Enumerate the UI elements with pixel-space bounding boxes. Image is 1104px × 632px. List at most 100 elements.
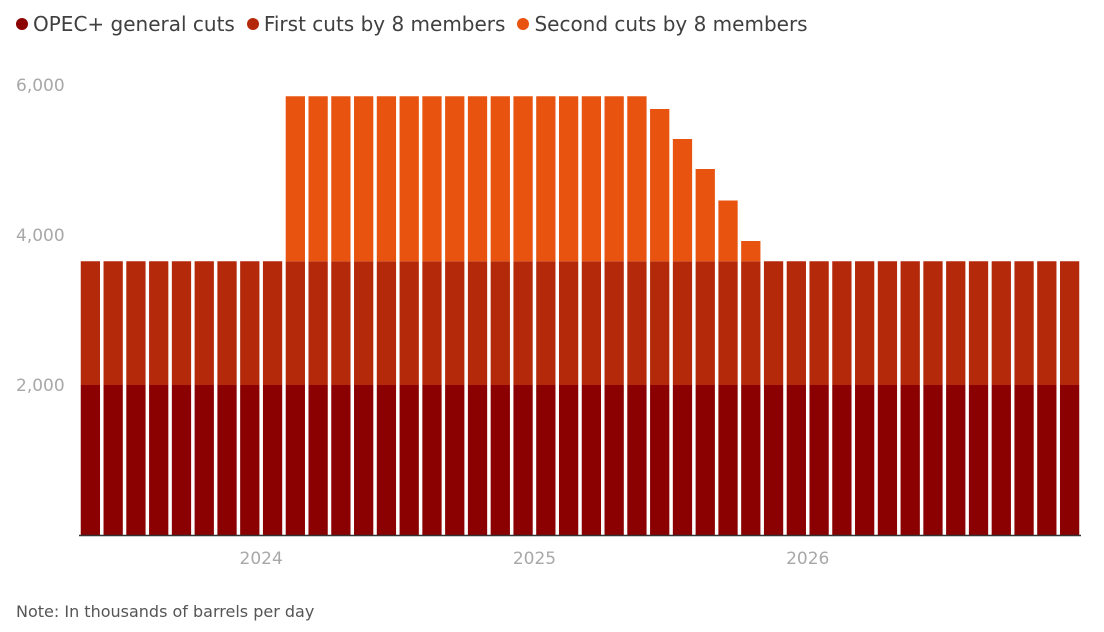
bar-segment[interactable] (80, 261, 101, 385)
bar-segment[interactable] (126, 261, 146, 385)
bar-segment[interactable] (422, 96, 442, 262)
bar-segment[interactable] (467, 385, 488, 535)
bar-segment[interactable] (946, 261, 966, 385)
bar-segment[interactable] (809, 261, 829, 385)
bar-segment[interactable] (217, 261, 237, 385)
bar-segment[interactable] (376, 261, 397, 385)
bar-segment[interactable] (991, 385, 1011, 535)
bar-segment[interactable] (695, 385, 715, 535)
bar-segment[interactable] (308, 96, 328, 262)
bar-segment[interactable] (467, 96, 488, 262)
bar-segment[interactable] (194, 385, 214, 535)
bar-segment[interactable] (900, 261, 920, 385)
bar-segment[interactable] (741, 385, 761, 535)
bar-segment[interactable] (467, 261, 488, 385)
bar-segment[interactable] (354, 96, 374, 262)
bar-segment[interactable] (718, 261, 738, 385)
legend-item-opec-general[interactable]: OPEC+ general cuts (16, 12, 235, 36)
bar-segment[interactable] (194, 261, 214, 385)
bar-segment[interactable] (968, 385, 989, 535)
bar-segment[interactable] (331, 385, 351, 535)
bar-segment[interactable] (80, 385, 101, 535)
bar-segment[interactable] (650, 385, 670, 535)
bar-segment[interactable] (536, 96, 556, 262)
bar-segment[interactable] (741, 241, 761, 262)
bar-segment[interactable] (354, 261, 374, 385)
bar-segment[interactable] (1059, 261, 1080, 385)
bar-segment[interactable] (991, 261, 1011, 385)
bar-segment[interactable] (103, 385, 123, 535)
legend-item-second-cuts[interactable]: Second cuts by 8 members (517, 12, 808, 36)
bar-segment[interactable] (718, 385, 738, 535)
bar-segment[interactable] (855, 385, 875, 535)
bar-segment[interactable] (422, 261, 442, 385)
bar-segment[interactable] (923, 261, 943, 385)
bar-segment[interactable] (262, 261, 283, 385)
bar-segment[interactable] (946, 385, 966, 535)
bar-segment[interactable] (285, 261, 305, 385)
bar-segment[interactable] (763, 261, 784, 385)
bar-segment[interactable] (399, 261, 419, 385)
bar-segment[interactable] (650, 261, 670, 385)
bar-segment[interactable] (513, 96, 533, 262)
bar-segment[interactable] (285, 96, 305, 262)
bar-segment[interactable] (581, 96, 602, 262)
bar-segment[interactable] (695, 169, 715, 262)
bar-segment[interactable] (558, 385, 579, 535)
bar-segment[interactable] (741, 261, 761, 385)
bar-segment[interactable] (604, 96, 624, 262)
bar-segment[interactable] (103, 261, 123, 385)
bar-segment[interactable] (672, 385, 693, 535)
bar-segment[interactable] (445, 261, 465, 385)
bar-segment[interactable] (809, 385, 829, 535)
bar-segment[interactable] (627, 385, 647, 535)
bar-segment[interactable] (399, 385, 419, 535)
bar-segment[interactable] (331, 96, 351, 262)
bar-segment[interactable] (262, 385, 283, 535)
bar-segment[interactable] (376, 96, 397, 262)
bar-segment[interactable] (718, 200, 738, 262)
bar-segment[interactable] (171, 261, 192, 385)
bar-segment[interactable] (422, 385, 442, 535)
bar-segment[interactable] (672, 139, 693, 262)
bar-segment[interactable] (308, 385, 328, 535)
bar-segment[interactable] (217, 385, 237, 535)
bar-segment[interactable] (855, 261, 875, 385)
bar-segment[interactable] (763, 385, 784, 535)
bar-segment[interactable] (399, 96, 419, 262)
bar-segment[interactable] (445, 385, 465, 535)
bar-segment[interactable] (558, 96, 579, 262)
bar-segment[interactable] (832, 261, 852, 385)
bar-segment[interactable] (923, 385, 943, 535)
bar-segment[interactable] (695, 261, 715, 385)
bar-segment[interactable] (513, 261, 533, 385)
bar-segment[interactable] (604, 261, 624, 385)
bar-segment[interactable] (968, 261, 989, 385)
bar-segment[interactable] (376, 385, 397, 535)
bar-segment[interactable] (240, 261, 260, 385)
bar-segment[interactable] (1037, 261, 1057, 385)
bar-segment[interactable] (513, 385, 533, 535)
bar-segment[interactable] (308, 261, 328, 385)
bar-segment[interactable] (581, 261, 602, 385)
bar-segment[interactable] (786, 261, 806, 385)
bar-segment[interactable] (490, 385, 510, 535)
bar-segment[interactable] (604, 385, 624, 535)
bar-segment[interactable] (900, 385, 920, 535)
bar-segment[interactable] (126, 385, 146, 535)
bar-segment[interactable] (354, 385, 374, 535)
bar-segment[interactable] (627, 96, 647, 262)
bar-segment[interactable] (581, 385, 602, 535)
bar-segment[interactable] (672, 261, 693, 385)
bar-segment[interactable] (877, 385, 898, 535)
bar-segment[interactable] (1014, 385, 1034, 535)
bar-segment[interactable] (536, 385, 556, 535)
bar-segment[interactable] (171, 385, 192, 535)
bar-segment[interactable] (832, 385, 852, 535)
legend-item-first-cuts[interactable]: First cuts by 8 members (246, 12, 505, 36)
bar-segment[interactable] (536, 261, 556, 385)
bar-segment[interactable] (1059, 385, 1080, 535)
bar-segment[interactable] (331, 261, 351, 385)
bar-segment[interactable] (1014, 261, 1034, 385)
bar-segment[interactable] (786, 385, 806, 535)
